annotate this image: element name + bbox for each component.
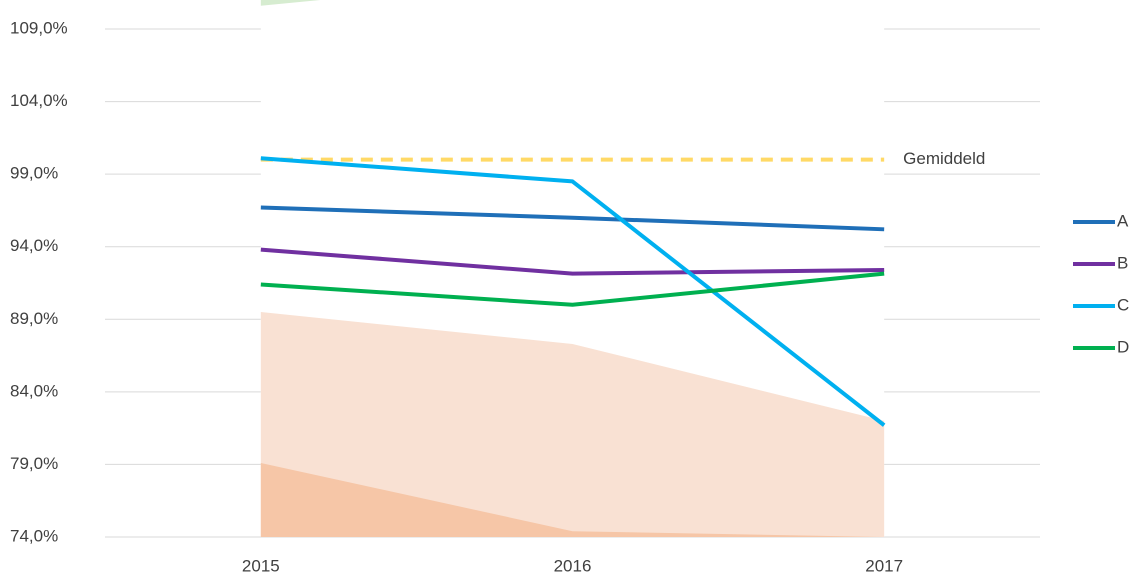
y-tick-label: 84,0%	[10, 381, 58, 400]
y-tick-label: 104,0%	[10, 91, 68, 110]
legend-label: B	[1117, 253, 1128, 272]
y-tick-label: 79,0%	[10, 454, 58, 473]
area	[260, 462, 885, 537]
y-tick-label: 99,0%	[10, 164, 58, 183]
legend-label: C	[1117, 295, 1129, 314]
y-tick-label: 94,0%	[10, 236, 58, 255]
y-tick-label: 109,0%	[10, 19, 68, 38]
x-tick-label: 2017	[865, 556, 903, 575]
series-line	[260, 247, 885, 276]
area	[260, 312, 885, 537]
area	[260, 0, 321, 6]
legend-label: A	[1117, 211, 1129, 230]
series-line	[260, 271, 885, 307]
series-line	[260, 205, 885, 232]
lines	[260, 156, 886, 427]
x-tick-label: 2016	[554, 556, 592, 575]
legend-label: D	[1117, 337, 1129, 356]
labels: 74,0% 79,0% 84,0% 89,0% 94,0% 99,0% 104,0% 109,…	[10, 19, 1129, 576]
areas	[260, 0, 885, 537]
y-tick-label: 74,0%	[10, 526, 58, 545]
x-tick-label: 2015	[242, 556, 280, 575]
reference-label: Gemiddeld	[903, 149, 985, 168]
y-tick-label: 89,0%	[10, 309, 58, 328]
series-line	[260, 156, 886, 427]
